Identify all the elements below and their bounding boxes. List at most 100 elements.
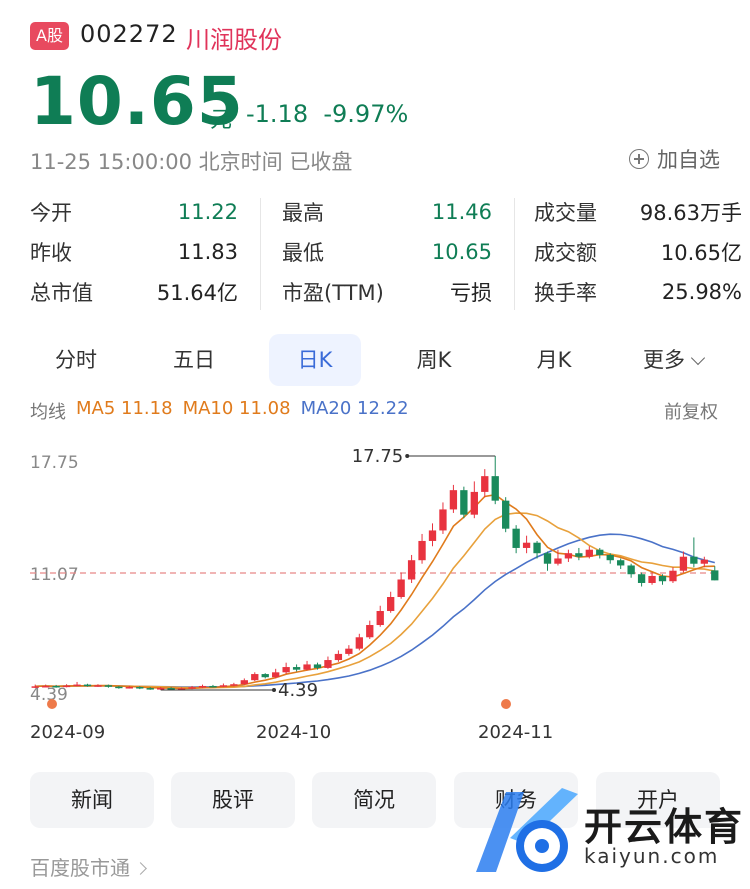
tab-intraday[interactable]: 分时 [55,348,97,372]
stat-row: 成交量 98.63万手 [534,192,742,232]
news-button[interactable]: 新闻 [30,772,154,828]
candle-body [449,490,458,510]
candle-body [73,684,81,687]
candle-body [251,674,259,681]
tab-monthly-k[interactable]: 月K [536,348,572,372]
tab-weekly-k[interactable]: 周K [416,348,452,372]
watermark-logo-icon [476,788,578,872]
candle-body [387,596,395,612]
tab-five-day[interactable]: 五日 [173,348,215,372]
candle-body [31,686,39,688]
candlestick-chart[interactable]: 17.75 11.07 4.39 17.75 4.39 2024-09 2024-… [0,430,750,750]
stat-value: 亏损 [450,281,492,305]
min-dot [272,688,276,692]
stat-label: 昨收 [30,241,72,265]
comments-button[interactable]: 股评 [171,772,295,828]
candle-body [470,491,478,515]
candle-body [282,667,290,673]
chevron-right-icon [134,862,147,875]
tab-more[interactable]: 更多 [626,334,720,386]
candle-body [711,570,719,581]
candle-body [585,549,593,557]
candle-body [606,554,614,561]
candle-body [334,653,343,661]
stat-row: 成交额 10.65亿 [534,232,742,272]
ma5-line [35,493,715,690]
candle-body [94,685,102,687]
candle-body [230,684,238,686]
change-value: -1.18 [246,100,309,128]
candle-body [596,549,604,555]
ma-label: 均线 [30,402,66,423]
candle-body [428,530,437,541]
add-watchlist-label: 加自选 [657,148,720,172]
candle-body [52,685,60,688]
tab-daily-k[interactable]: 日K [269,334,361,386]
candle-body [418,540,426,561]
candle-body [491,476,499,501]
ma20-value: MA20 12.22 [300,398,409,419]
candle-body [136,687,144,689]
ma10-line [35,512,715,689]
watermark: 开云体育 kaiyun.com [466,782,750,882]
open-account-button[interactable]: 开户 [596,772,720,828]
market-tag: A股 [30,22,69,50]
source-label: 百度股市通 [30,856,130,880]
stats-col-1: 今开 11.22 昨收 11.83 总市值 51.64亿 [30,192,238,312]
candle-body [376,611,384,626]
stat-label: 换手率 [534,281,597,305]
candle-body [240,680,248,685]
divider [514,198,515,310]
event-dot [47,699,57,709]
candle-body [481,476,489,492]
stat-value: 25.98% [661,280,742,304]
stat-label: 最高 [282,201,324,225]
quote-stats: 今开 11.22 昨收 11.83 总市值 51.64亿 最高 11.46 最低 10.6… [30,192,742,318]
candle-body [648,575,656,583]
y-ref-label: 11.07 [30,565,79,585]
ma5-path [35,493,715,690]
candle-body [397,579,405,597]
candle-body [115,686,123,689]
stat-value: 11.22 [177,200,238,224]
stat-label: 最低 [282,241,324,265]
chart-tabs: 分时 五日 日K 周K 月K 更多 [30,334,720,386]
candle-body [104,685,113,687]
stat-row: 换手率 25.98% [534,272,742,312]
candle-body [313,664,322,668]
candle-body [679,556,688,571]
candle-body [272,672,280,678]
candle-body [219,685,228,687]
ma10-path [35,512,715,689]
candle-body [345,648,353,654]
stock-name: 川润股份 [186,26,282,54]
profile-button[interactable]: 简况 [312,772,436,828]
candle-body [533,542,541,554]
candle-body [209,685,217,688]
watermark-title: 开云体育 [584,805,745,849]
tab-more-label: 更多 [643,348,685,372]
candle-body [83,684,92,687]
source-link[interactable]: 百度股市通 [30,852,147,881]
candle-body [658,575,667,582]
adjust-mode[interactable]: 前复权 [664,402,718,423]
stat-row: 最高 11.46 [282,192,492,232]
ma5-value: MA5 11.18 [76,398,173,419]
stat-value: 11.46 [431,200,492,224]
y-bottom-label: 4.39 [30,685,68,705]
ma10-value: MA10 11.08 [182,398,291,419]
stat-value: 11.83 [177,240,238,264]
candle-body [198,685,207,688]
min-annotation: 4.39 [278,680,318,701]
add-watchlist-button[interactable]: 加自选 [629,144,720,174]
stat-label: 市盈(TTM) [282,281,384,305]
stock-code: 002272 [80,20,178,48]
candle-body [355,637,363,649]
candle-body [690,556,698,564]
stats-col-3: 成交量 98.63万手 成交额 10.65亿 换手率 25.98% [534,192,742,312]
y-top-label: 17.75 [30,453,79,473]
candle-body [366,625,374,638]
candle-body [617,560,625,566]
stat-value: 10.65 [431,240,492,264]
candle-body [627,565,635,575]
